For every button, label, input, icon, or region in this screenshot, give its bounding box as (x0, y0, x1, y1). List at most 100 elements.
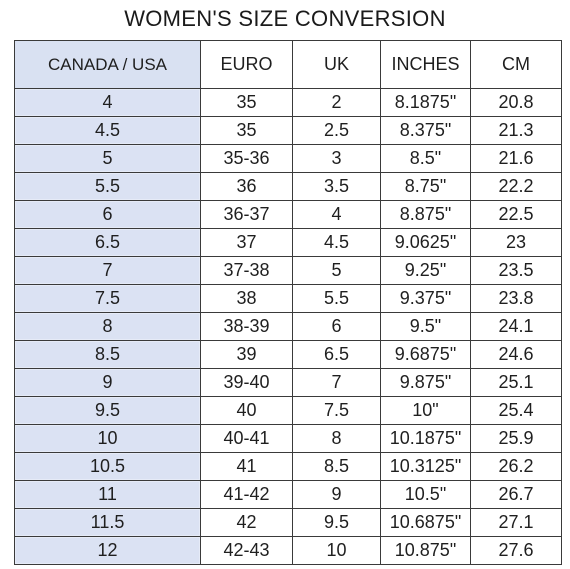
cell-canada-usa: 5.5 (14, 172, 201, 201)
cell-inches: 10" (380, 396, 471, 425)
cell-cm: 20.8 (470, 88, 562, 117)
cell-uk: 7.5 (292, 396, 381, 425)
cell-euro: 36-37 (200, 200, 293, 229)
cell-cm: 23.8 (470, 284, 562, 313)
cell-inches: 10.1875" (380, 424, 471, 453)
cell-inches: 10.875" (380, 536, 471, 565)
cell-euro: 42 (200, 508, 293, 537)
table-row: 9 39-40 7 9.875" 25.1 (14, 368, 562, 397)
cell-uk: 2.5 (292, 116, 381, 145)
table-row: 5.5 36 3.5 8.75" 22.2 (14, 172, 562, 201)
cell-euro: 41-42 (200, 480, 293, 509)
cell-cm: 23.5 (470, 256, 562, 285)
table-body: 4 35 2 8.1875" 20.8 4.5 35 2.5 8.375" 21.3 5 35-36 3… (14, 88, 562, 565)
cell-euro: 40-41 (200, 424, 293, 453)
cell-inches: 10.3125" (380, 452, 471, 481)
cell-inches: 9.0625" (380, 228, 471, 257)
cell-inches: 8.1875" (380, 88, 471, 117)
cell-canada-usa: 5 (14, 144, 201, 173)
cell-uk: 5.5 (292, 284, 381, 313)
cell-uk: 4 (292, 200, 381, 229)
cell-canada-usa: 8.5 (14, 340, 201, 369)
table-row: 4.5 35 2.5 8.375" 21.3 (14, 116, 562, 145)
cell-cm: 23 (470, 228, 562, 257)
cell-euro: 35 (200, 116, 293, 145)
cell-canada-usa: 7.5 (14, 284, 201, 313)
table-row: 7.5 38 5.5 9.375" 23.8 (14, 284, 562, 313)
table-row: 9.5 40 7.5 10" 25.4 (14, 396, 562, 425)
table-row: 11.5 42 9.5 10.6875" 27.1 (14, 508, 562, 537)
header-euro: EURO (200, 40, 293, 89)
cell-uk: 9.5 (292, 508, 381, 537)
cell-cm: 27.6 (470, 536, 562, 565)
cell-uk: 4.5 (292, 228, 381, 257)
header-uk: UK (292, 40, 381, 89)
table-row: 6.5 37 4.5 9.0625" 23 (14, 228, 562, 257)
cell-euro: 42-43 (200, 536, 293, 565)
header-row: CANADA / USA EURO UK INCHES CM (14, 40, 562, 89)
cell-cm: 24.1 (470, 312, 562, 341)
cell-cm: 24.6 (470, 340, 562, 369)
cell-uk: 6 (292, 312, 381, 341)
cell-canada-usa: 9 (14, 368, 201, 397)
cell-inches: 9.5" (380, 312, 471, 341)
cell-canada-usa: 10.5 (14, 452, 201, 481)
cell-uk: 3.5 (292, 172, 381, 201)
cell-canada-usa: 11 (14, 480, 201, 509)
cell-euro: 37-38 (200, 256, 293, 285)
cell-inches: 10.6875" (380, 508, 471, 537)
size-conversion-table: CANADA / USA EURO UK INCHES CM 4 35 2 8.187… (14, 40, 562, 565)
header-inches: INCHES (380, 40, 471, 89)
cell-inches: 8.75" (380, 172, 471, 201)
cell-euro: 39-40 (200, 368, 293, 397)
cell-uk: 8 (292, 424, 381, 453)
table-row: 6 36-37 4 8.875" 22.5 (14, 200, 562, 229)
cell-euro: 37 (200, 228, 293, 257)
cell-euro: 38 (200, 284, 293, 313)
header-canada-usa: CANADA / USA (14, 40, 201, 89)
cell-cm: 22.5 (470, 200, 562, 229)
cell-uk: 2 (292, 88, 381, 117)
cell-inches: 8.375" (380, 116, 471, 145)
cell-uk: 8.5 (292, 452, 381, 481)
cell-canada-usa: 6 (14, 200, 201, 229)
table-row: 12 42-43 10 10.875" 27.6 (14, 536, 562, 565)
cell-canada-usa: 9.5 (14, 396, 201, 425)
cell-euro: 36 (200, 172, 293, 201)
cell-cm: 21.3 (470, 116, 562, 145)
cell-cm: 21.6 (470, 144, 562, 173)
cell-inches: 8.5" (380, 144, 471, 173)
cell-inches: 10.5" (380, 480, 471, 509)
cell-cm: 25.9 (470, 424, 562, 453)
cell-inches: 9.875" (380, 368, 471, 397)
table-row: 10 40-41 8 10.1875" 25.9 (14, 424, 562, 453)
table-row: 5 35-36 3 8.5" 21.6 (14, 144, 562, 173)
table-row: 8.5 39 6.5 9.6875" 24.6 (14, 340, 562, 369)
page-title: WOMEN'S SIZE CONVERSION (124, 6, 446, 31)
table-row: 4 35 2 8.1875" 20.8 (14, 88, 562, 117)
cell-inches: 9.6875" (380, 340, 471, 369)
cell-euro: 40 (200, 396, 293, 425)
cell-cm: 26.2 (470, 452, 562, 481)
cell-inches: 8.875" (380, 200, 471, 229)
cell-canada-usa: 4 (14, 88, 201, 117)
table-row: 10.5 41 8.5 10.3125" 26.2 (14, 452, 562, 481)
cell-euro: 38-39 (200, 312, 293, 341)
cell-canada-usa: 11.5 (14, 508, 201, 537)
table-row: 7 37-38 5 9.25" 23.5 (14, 256, 562, 285)
cell-cm: 22.2 (470, 172, 562, 201)
cell-inches: 9.25" (380, 256, 471, 285)
cell-uk: 6.5 (292, 340, 381, 369)
cell-uk: 7 (292, 368, 381, 397)
cell-canada-usa: 7 (14, 256, 201, 285)
cell-cm: 26.7 (470, 480, 562, 509)
cell-canada-usa: 6.5 (14, 228, 201, 257)
cell-canada-usa: 8 (14, 312, 201, 341)
cell-uk: 3 (292, 144, 381, 173)
cell-uk: 10 (292, 536, 381, 565)
cell-euro: 41 (200, 452, 293, 481)
cell-canada-usa: 4.5 (14, 116, 201, 145)
table-header: CANADA / USA EURO UK INCHES CM (14, 40, 562, 89)
cell-inches: 9.375" (380, 284, 471, 313)
cell-euro: 35-36 (200, 144, 293, 173)
